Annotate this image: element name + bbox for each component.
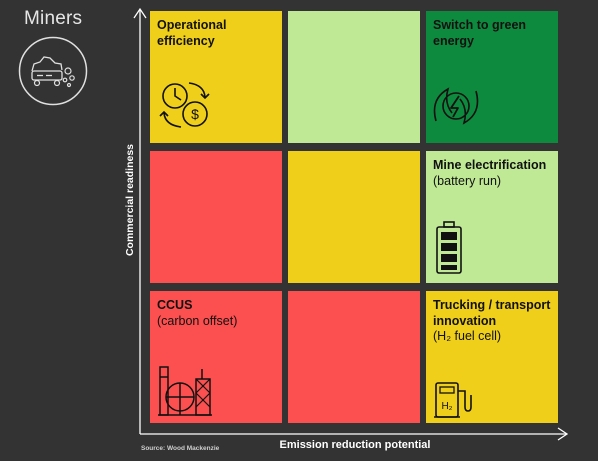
battery-icon xyxy=(436,221,462,274)
cell-title: Mine electrification xyxy=(433,158,547,172)
page-title: Miners xyxy=(24,8,83,29)
cell-title: Trucking / transport innovation xyxy=(433,298,551,328)
readiness-grid: Operational efficiency $ Switch to green… xyxy=(150,11,558,423)
cell-mid-left xyxy=(150,151,282,283)
svg-text:$: $ xyxy=(191,106,199,122)
hydrogen-pump-icon: H₂ xyxy=(434,382,472,418)
cell-switch-to-green-energy: Switch to green energy xyxy=(426,11,558,143)
svg-text:H₂: H₂ xyxy=(441,401,452,412)
cell-title: Switch to green energy xyxy=(433,18,527,48)
y-axis-label: Commercial readiness xyxy=(124,143,136,257)
cell-title: Operational efficiency xyxy=(157,18,227,48)
source-note: Source: Wood Mackenzie xyxy=(141,445,220,452)
cell-mid-middle xyxy=(288,151,420,283)
mining-cart-icon xyxy=(18,36,88,106)
clock-dollar-exchange-icon: $ xyxy=(159,82,210,128)
cell-subtitle: (battery run) xyxy=(433,173,502,188)
cell-operational-efficiency: Operational efficiency $ xyxy=(150,11,282,143)
industrial-plant-icon xyxy=(158,366,212,416)
leaf-lightning-icon xyxy=(433,87,479,125)
cell-subtitle: (H₂ fuel cell) xyxy=(433,329,502,343)
cell-top-middle xyxy=(288,11,420,143)
cell-bottom-middle xyxy=(288,291,420,423)
cell-mine-electrification: Mine electrification (battery run) xyxy=(426,151,558,283)
cell-trucking-transport: Trucking / transport innovation (H₂ fuel… xyxy=(426,291,558,423)
cell-title: CCUS xyxy=(157,298,193,312)
cell-subtitle: (carbon offset) xyxy=(157,313,238,328)
x-axis-label: Emission reduction potential xyxy=(279,439,431,451)
cell-ccus: CCUS (carbon offset) xyxy=(150,291,282,423)
